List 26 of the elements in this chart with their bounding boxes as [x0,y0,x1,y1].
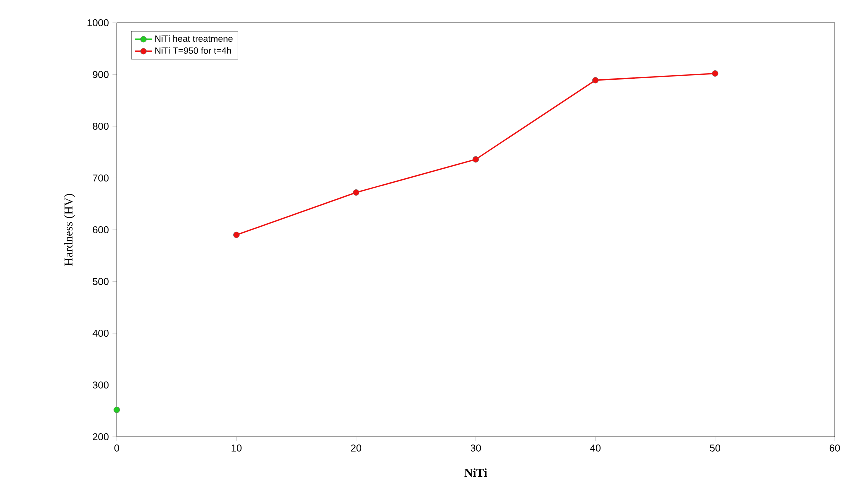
y-tick-label: 600 [93,226,109,234]
point [114,406,120,414]
x-tick-label: 0 [114,444,120,452]
y-tick-label: 400 [92,330,109,338]
y-axis-title: Hardness (HV) [64,194,76,266]
y-tick-label: 800 [93,122,109,130]
point [592,77,599,84]
y-tick-label: 500 [93,278,109,286]
y-tick-label: 700 [93,174,109,182]
y-tick-label: 300 [92,382,109,389]
point [712,70,719,77]
x-tick-label: 20 [351,444,362,452]
y-tick-label: 900 [93,71,109,78]
x-axis-title: NiTi [464,468,488,477]
x-tick-label: 60 [830,444,840,452]
y-tick-label: 1000 [88,19,109,27]
point [233,232,240,238]
x-tick-label: 50 [710,444,720,452]
point [472,156,480,163]
legend-label: NiTi heat treatmene [156,35,233,42]
point [353,190,360,196]
x-tick-label: 10 [232,444,242,452]
x-tick-label: 40 [590,444,601,452]
y-tick-label: 200 [93,433,109,441]
legend-label: NiTi T=950 for t=4h [156,47,232,54]
x-tick-label: 30 [470,444,482,452]
